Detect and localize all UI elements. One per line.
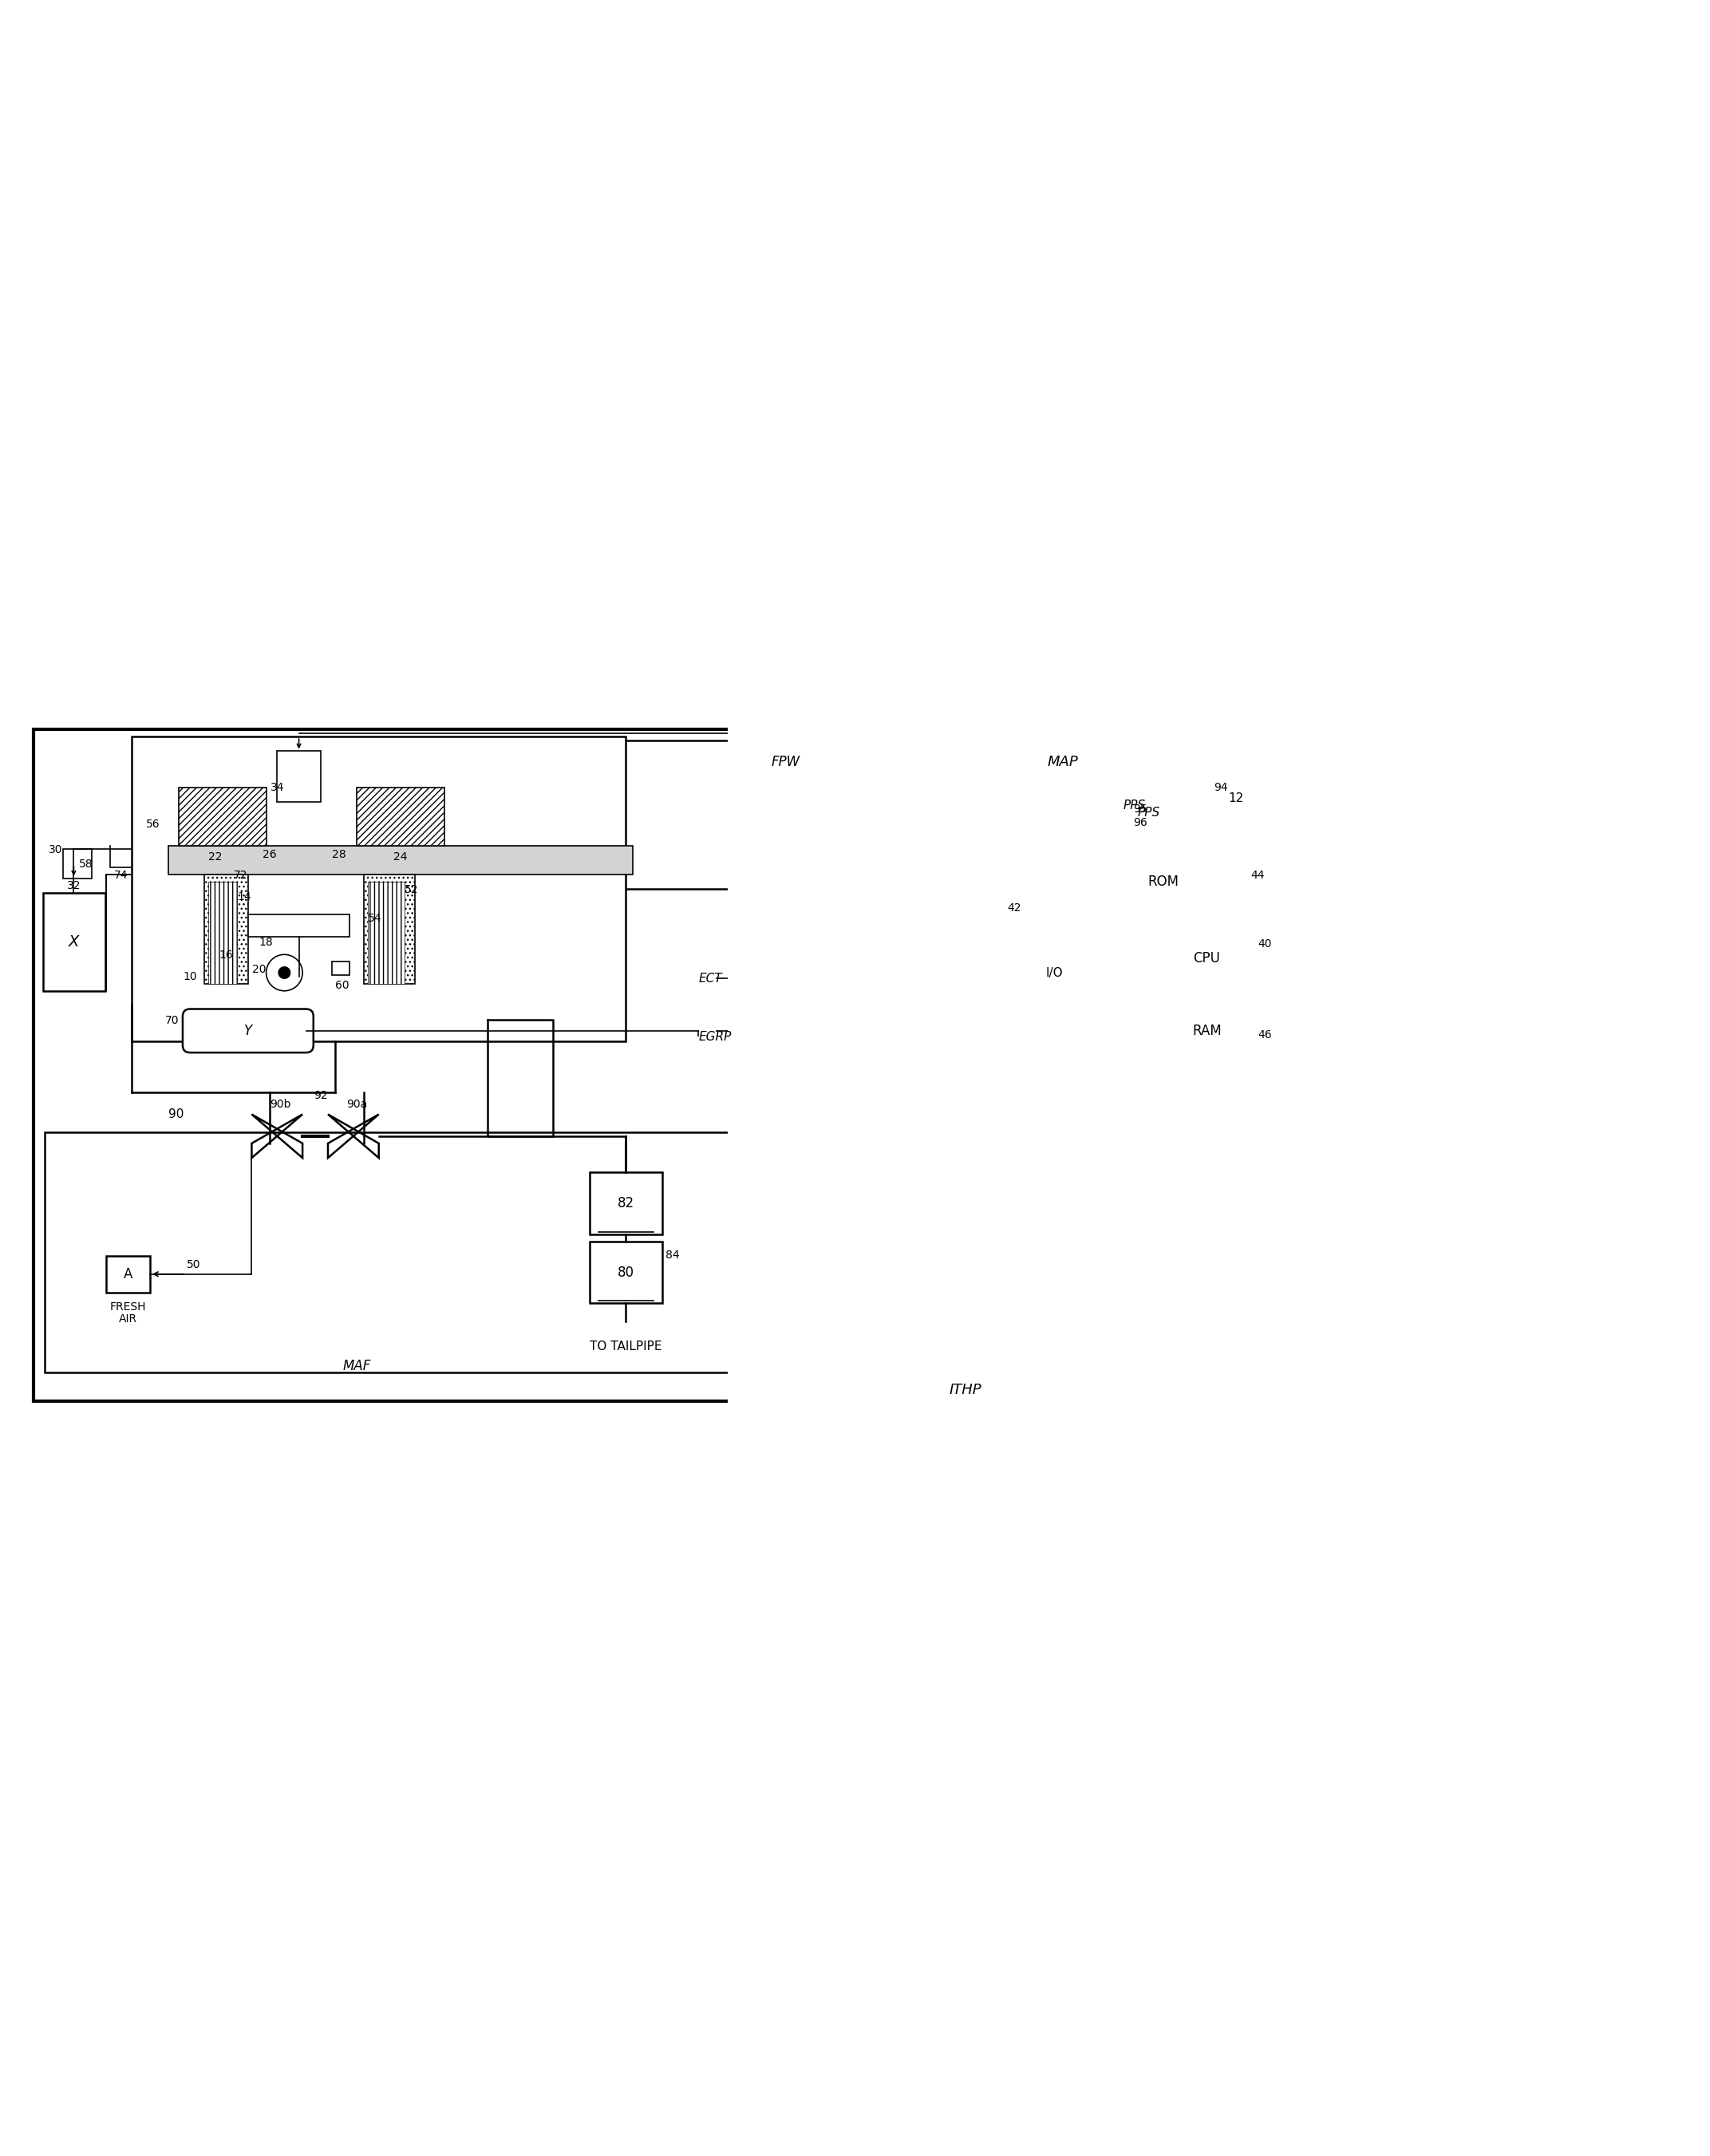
Text: FRESH: FRESH: [109, 1302, 147, 1313]
Text: 82: 82: [617, 1197, 634, 1212]
Text: EGRP: EGRP: [698, 1031, 732, 1044]
Bar: [357, 787, 445, 845]
Bar: [277, 750, 321, 802]
Text: RAM: RAM: [1192, 1024, 1221, 1037]
Bar: [843, 774, 1243, 1078]
Text: 40: 40: [1257, 938, 1272, 949]
Text: 26: 26: [263, 849, 277, 860]
Text: 74: 74: [113, 869, 128, 880]
Text: 92: 92: [313, 1091, 328, 1102]
Bar: [1112, 845, 1214, 918]
Bar: [63, 849, 92, 877]
Bar: [1156, 994, 1257, 1067]
Bar: [248, 914, 351, 936]
Text: ITHP: ITHP: [949, 1384, 982, 1397]
Bar: [168, 845, 633, 875]
Text: 58: 58: [79, 858, 92, 869]
Bar: [1014, 733, 1033, 1063]
Text: 70: 70: [166, 1015, 180, 1026]
Text: 90a: 90a: [347, 1100, 368, 1110]
Text: 32: 32: [67, 880, 80, 893]
Text: I/O: I/O: [1045, 966, 1064, 979]
Text: PPS: PPS: [1137, 806, 1159, 819]
Text: 94: 94: [1214, 783, 1228, 793]
Text: 42: 42: [1007, 901, 1021, 914]
Bar: [132, 737, 626, 1041]
Text: 96: 96: [1134, 817, 1147, 828]
Text: MAF: MAF: [342, 1358, 371, 1373]
Bar: [368, 882, 404, 983]
Text: TO TAILPIPE: TO TAILPIPE: [590, 1341, 662, 1352]
Text: 28: 28: [332, 849, 345, 860]
Bar: [364, 875, 416, 983]
Text: 14: 14: [238, 890, 251, 903]
Text: 24: 24: [393, 852, 407, 862]
Text: 30: 30: [48, 845, 62, 856]
Text: 60: 60: [335, 981, 349, 992]
Text: 90b: 90b: [270, 1100, 291, 1110]
Text: ECT: ECT: [698, 972, 722, 985]
Text: 46: 46: [1257, 1028, 1272, 1041]
Text: X: X: [68, 934, 79, 951]
Text: PPS: PPS: [1123, 800, 1146, 811]
Bar: [176, 740, 793, 888]
Text: 84: 84: [665, 1248, 679, 1261]
Bar: [180, 787, 267, 845]
Bar: [43, 893, 104, 992]
Text: Y: Y: [245, 1024, 251, 1037]
FancyBboxPatch shape: [183, 1009, 313, 1052]
Text: FPW: FPW: [771, 755, 800, 770]
Text: 50: 50: [186, 1259, 200, 1270]
Text: ROM: ROM: [1147, 875, 1178, 888]
Text: 16: 16: [219, 949, 233, 962]
Bar: [332, 962, 351, 975]
Bar: [44, 1132, 1004, 1371]
Bar: [106, 1257, 150, 1291]
Text: 34: 34: [270, 783, 284, 793]
Bar: [1156, 923, 1257, 994]
Text: A: A: [123, 1268, 133, 1281]
Text: MAP: MAP: [1047, 755, 1077, 770]
Bar: [1076, 780, 1221, 845]
Text: 56: 56: [147, 819, 161, 830]
Text: 44: 44: [1250, 869, 1264, 880]
Text: 22: 22: [209, 852, 222, 862]
Bar: [590, 1242, 662, 1302]
Text: CPU: CPU: [1194, 951, 1221, 966]
Bar: [1029, 893, 1079, 1052]
Circle shape: [279, 966, 291, 979]
Bar: [590, 1173, 662, 1233]
Text: 95: 95: [1134, 804, 1147, 815]
Text: 12: 12: [1228, 793, 1243, 804]
Text: 10: 10: [183, 970, 197, 983]
Text: 90: 90: [168, 1108, 183, 1121]
Text: AIR: AIR: [120, 1313, 137, 1324]
Text: 72: 72: [234, 869, 248, 880]
Text: 18: 18: [258, 936, 274, 946]
Bar: [209, 882, 238, 983]
Text: 54: 54: [368, 914, 381, 925]
Text: 20: 20: [253, 964, 267, 975]
Bar: [205, 875, 248, 983]
Text: 80: 80: [617, 1266, 634, 1281]
Text: 52: 52: [404, 884, 419, 895]
